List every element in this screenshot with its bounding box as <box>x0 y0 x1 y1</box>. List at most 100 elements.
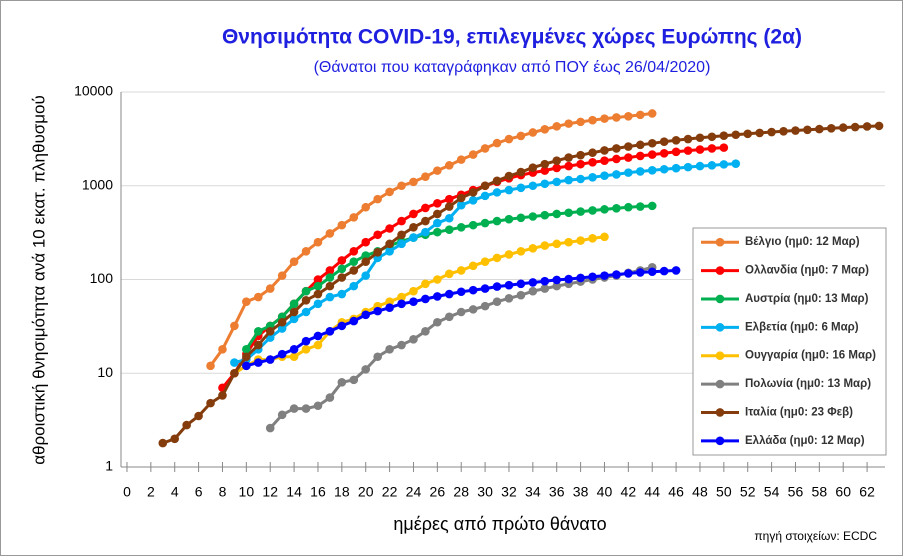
data-point <box>385 246 394 256</box>
data-point <box>361 257 371 266</box>
data-point <box>158 438 168 448</box>
data-point <box>325 273 335 282</box>
data-point <box>635 140 645 150</box>
data-point <box>540 241 550 250</box>
data-point <box>600 146 609 155</box>
data-point <box>397 239 406 249</box>
data-point <box>552 281 562 291</box>
legend-box <box>692 227 887 456</box>
data-point <box>421 203 430 213</box>
x-tick-label: 50 <box>716 484 732 500</box>
data-point <box>492 297 502 306</box>
data-point <box>659 137 669 147</box>
data-point <box>552 163 562 173</box>
data-point <box>385 345 394 354</box>
data-point <box>397 299 406 309</box>
data-point <box>588 148 597 158</box>
data-point <box>313 275 323 284</box>
data-point <box>301 345 311 354</box>
data-point <box>373 248 382 257</box>
data-point <box>612 154 621 164</box>
data-point <box>289 299 299 309</box>
data-point <box>421 327 430 336</box>
data-point <box>624 153 633 162</box>
data-point <box>528 163 538 172</box>
data-point <box>612 113 621 122</box>
data-point <box>433 227 442 237</box>
data-point <box>516 279 526 289</box>
data-point <box>337 289 347 299</box>
data-point <box>325 281 335 291</box>
data-point <box>456 200 466 210</box>
data-point <box>576 117 585 127</box>
data-point <box>671 147 681 157</box>
data-point <box>492 253 502 263</box>
data-point <box>218 345 227 354</box>
data-point <box>421 279 430 289</box>
data-point <box>289 352 299 362</box>
data-point <box>504 294 514 303</box>
data-point <box>409 286 418 296</box>
data-point <box>480 191 490 201</box>
data-point <box>373 306 382 316</box>
legend-marker <box>715 323 725 332</box>
data-point <box>540 210 550 220</box>
x-axis-label: ημέρες από πρώτο θάνατο <box>393 514 606 534</box>
x-tick-label: 34 <box>525 484 541 500</box>
data-point <box>170 434 180 444</box>
data-point <box>564 161 573 171</box>
data-point <box>444 194 454 204</box>
data-point <box>528 244 538 253</box>
data-point <box>242 361 251 371</box>
x-tick-label: 32 <box>501 484 517 500</box>
data-point <box>313 281 323 291</box>
data-point <box>647 109 657 118</box>
data-point <box>695 161 705 171</box>
data-point <box>444 161 454 170</box>
x-tick-label: 48 <box>692 484 708 500</box>
data-point <box>564 237 573 247</box>
data-point <box>373 230 382 240</box>
x-tick-label: 60 <box>835 484 851 500</box>
data-point <box>528 286 538 296</box>
data-point <box>253 340 263 350</box>
data-point <box>421 172 430 181</box>
data-point <box>433 275 442 284</box>
data-point <box>635 202 645 211</box>
data-point <box>385 303 394 313</box>
data-point <box>588 272 597 282</box>
data-point <box>349 213 359 222</box>
y-tick-label: 10000 <box>74 83 113 99</box>
data-point <box>182 420 191 430</box>
legend-label: Πολωνία (ημ0: 13 Μαρ) <box>745 378 871 390</box>
data-point <box>194 411 203 421</box>
legend-label: Ελλάδα (ημ0: 12 Μαρ) <box>745 435 865 447</box>
data-point <box>624 168 633 177</box>
x-tick-label: 56 <box>788 484 804 500</box>
data-point <box>755 128 764 138</box>
data-point <box>385 297 394 306</box>
data-point <box>516 246 526 256</box>
data-point <box>313 340 323 350</box>
data-point <box>850 122 860 132</box>
data-point <box>301 295 311 305</box>
series <box>230 232 609 378</box>
data-point <box>576 207 585 216</box>
x-tick-label: 46 <box>668 484 684 500</box>
data-point <box>397 340 406 350</box>
data-point <box>588 173 597 182</box>
data-point <box>492 216 502 226</box>
data-point <box>635 151 645 161</box>
data-point <box>516 167 526 177</box>
data-point <box>612 203 621 213</box>
x-tick-label: 44 <box>644 484 660 500</box>
data-point <box>576 236 585 245</box>
data-point <box>230 368 239 378</box>
legend-marker <box>715 294 725 304</box>
data-point <box>301 336 311 346</box>
data-point <box>421 294 430 304</box>
series <box>230 159 741 367</box>
data-point <box>277 410 287 420</box>
data-point <box>552 177 562 187</box>
data-point <box>540 159 550 169</box>
